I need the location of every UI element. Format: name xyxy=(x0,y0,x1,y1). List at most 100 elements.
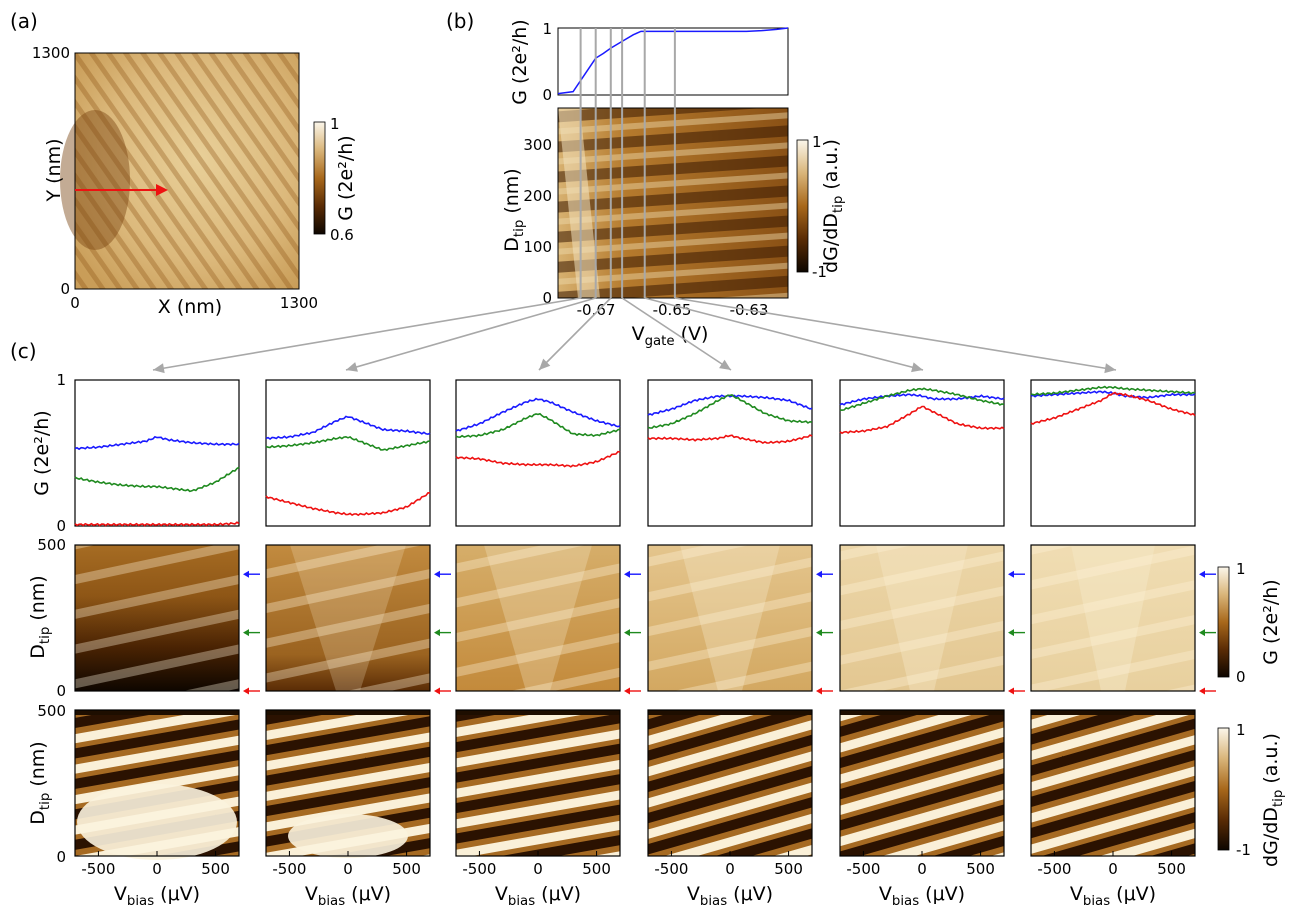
c-x-tick-2-2: 500 xyxy=(392,860,421,878)
panel-a-y-label: Y (nm) xyxy=(43,138,65,202)
c-x-tick-6-2: 500 xyxy=(1157,860,1186,878)
c-top-plot-1 xyxy=(74,379,240,527)
c-top-4-series-0 xyxy=(647,394,813,416)
panel-a-x-tick-right: 1300 xyxy=(280,294,318,312)
panel-a-dark-lobe xyxy=(60,110,130,250)
c-mid-marker-arrowhead-1-0 xyxy=(243,570,249,578)
panel-label-b: (b) xyxy=(446,9,474,33)
c-x-tick-6-1: 0 xyxy=(1108,860,1118,878)
panel-b-map-y-tick-300: 300 xyxy=(523,136,552,154)
c-x-tick-5-0: -500 xyxy=(846,860,880,878)
c-x-tick-1-1: 0 xyxy=(152,860,162,878)
c-mid-marker-arrowhead-2-1 xyxy=(434,629,440,637)
panel-a-colorbar-label: G (2e²/h) xyxy=(335,135,357,220)
panel-b-colorbar-label: dG/dDtip (a.u.) xyxy=(820,139,846,273)
c-bot-washout-1 xyxy=(77,784,237,860)
projection-arrowhead-4 xyxy=(719,359,731,370)
c-bot-map-5 xyxy=(840,710,1004,856)
c-bot-y-tick-500: 500 xyxy=(37,702,66,720)
c-bot-map-6 xyxy=(1031,710,1195,856)
panel-b-top-frame xyxy=(557,27,789,96)
c-x-tick-2-1: 0 xyxy=(343,860,353,878)
c-mid-marker-arrowhead-6-2 xyxy=(1199,687,1205,695)
c-x-label-1: Vbias (μV) xyxy=(114,883,200,909)
c-top-3-series-0 xyxy=(455,397,621,432)
projection-arrowhead-3 xyxy=(539,358,551,370)
c-x-tick-5-2: 500 xyxy=(966,860,995,878)
panel-b-map-y-tick-0: 0 xyxy=(542,289,552,307)
c-x-label-5: Vbias (μV) xyxy=(879,883,965,909)
c-mid-fringes-6 xyxy=(1031,545,1195,691)
c-mid-marker-arrowhead-2-0 xyxy=(434,570,440,578)
projection-arrows xyxy=(152,297,1117,374)
panel-a: 1300 0 0 1300 X (nm) Y (nm) 1 0.6 G (2e²… xyxy=(32,44,357,318)
c-mid-marker-arrowhead-3-0 xyxy=(624,570,630,578)
panel-b-top-y-tick-1: 1 xyxy=(542,20,552,38)
c-mid-marker-arrowhead-4-1 xyxy=(816,629,822,637)
c-top-5-series-2 xyxy=(839,405,1005,435)
c-bot-colorbar-tick-bottom: -1 xyxy=(1236,841,1251,859)
panel-b-bright-edge xyxy=(558,108,600,298)
c-bot-topband-6 xyxy=(1031,710,1195,715)
c-top-1-series-0 xyxy=(74,435,240,451)
panel-a-x-label: X (nm) xyxy=(158,296,222,318)
panel-b-map-y-tick-200: 200 xyxy=(523,187,552,205)
c-mid-colorbar-label: G (2e²/h) xyxy=(1260,579,1282,664)
c-mid-marker-arrowhead-5-2 xyxy=(1008,687,1014,695)
panel-a-colorbar-tick-top: 1 xyxy=(330,115,340,133)
c-top-2-series-2 xyxy=(265,491,431,517)
c-bot-colorbar xyxy=(1217,727,1230,851)
panel-b-colorbar-tick-top: 1 xyxy=(812,133,822,151)
c-bot-y-label: Dtip (nm) xyxy=(27,741,53,824)
c-top-4-series-2 xyxy=(647,434,813,445)
projection-arrow-1 xyxy=(152,297,581,371)
c-mid-fringes-2 xyxy=(266,545,430,691)
c-x-label-3: Vbias (μV) xyxy=(495,883,581,909)
projection-arrow-2 xyxy=(345,297,596,371)
c-mid-marker-arrowhead-4-2 xyxy=(816,687,822,695)
panel-b-colorbar-tick-bottom: -1 xyxy=(812,263,827,281)
panel-a-red-arrowhead xyxy=(156,184,168,196)
c-top-2-series-1 xyxy=(265,435,431,452)
panel-label-c: (c) xyxy=(10,339,37,363)
c-top-plot-5 xyxy=(839,379,1005,527)
c-top-6-series-2 xyxy=(1030,391,1196,426)
projection-arrowhead-2 xyxy=(346,362,358,372)
c-mid-fringes-1 xyxy=(75,545,239,691)
c-mid-marker-arrowhead-5-1 xyxy=(1008,629,1014,637)
c-top-3-series-1 xyxy=(455,412,621,439)
c-x-label-2: Vbias (μV) xyxy=(305,883,391,909)
c-mid-colorbar-tick-bottom: 0 xyxy=(1236,668,1246,686)
c-mid-fringes-3 xyxy=(456,545,620,691)
c-top-1-series-1 xyxy=(74,466,240,493)
c-mid-marker-arrowhead-5-0 xyxy=(1008,570,1014,578)
c-top-4-series-1 xyxy=(647,394,813,429)
panel-b-top-y-tick-0: 0 xyxy=(542,86,552,104)
c-bot-topband-3 xyxy=(456,710,620,715)
c-mid-fringes-4 xyxy=(648,545,812,691)
c-bot-topband-4 xyxy=(648,710,812,715)
c-x-tick-6-0: -500 xyxy=(1037,860,1071,878)
c-mid-y-label: Dtip (nm) xyxy=(27,575,53,658)
panel-b-top-series-0 xyxy=(557,27,789,95)
c-mid-marker-arrowhead-3-2 xyxy=(624,687,630,695)
c-bot-map-4 xyxy=(648,710,812,856)
c-top-plot-3 xyxy=(455,379,621,527)
c-x-tick-3-2: 500 xyxy=(582,860,611,878)
panel-b: 1 0 G (2e²/h) 300 200 100 0 Dtip (nm) -0… xyxy=(501,19,846,349)
c-x-tick-4-1: 0 xyxy=(725,860,735,878)
c-x-tick-2-0: -500 xyxy=(272,860,306,878)
c-bot-washout-2 xyxy=(288,814,408,858)
panel-b-map-y-label: Dtip (nm) xyxy=(501,168,527,251)
c-top-2-series-0 xyxy=(265,415,431,440)
projection-arrow-5 xyxy=(644,297,924,371)
c-mid-marker-arrowhead-1-2 xyxy=(243,687,249,695)
c-x-tick-1-2: 500 xyxy=(201,860,230,878)
panel-a-y-tick-bottom: 0 xyxy=(60,280,70,298)
projection-arrow-3 xyxy=(538,297,612,371)
